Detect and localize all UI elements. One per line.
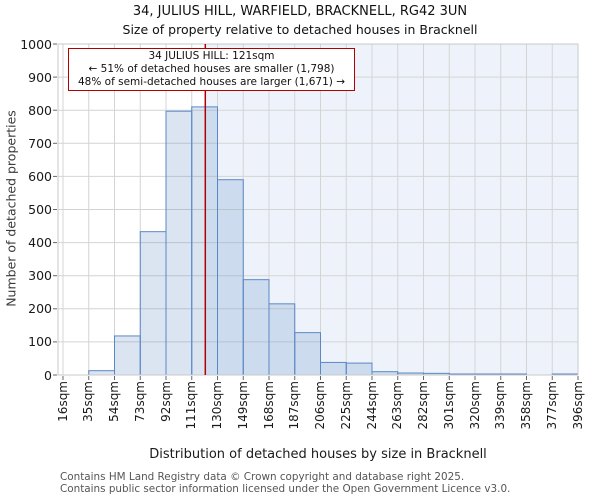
histogram-bar (88, 370, 115, 376)
y-tick-label: 500 (28, 202, 52, 217)
annotation-property-label: 34 JULIUS HILL: 121sqm (148, 50, 275, 62)
histogram-bar (114, 335, 141, 376)
y-tick-label: 800 (28, 102, 52, 118)
histogram-bar (345, 362, 373, 376)
x-tick-label: 339sqm (493, 381, 508, 430)
y-tick-label: 100 (28, 334, 52, 350)
y-tick-label: 900 (28, 69, 52, 85)
x-tick-label: 168sqm (261, 381, 276, 430)
x-tick-label: 111sqm (184, 381, 199, 430)
x-tick-label: 396sqm (570, 381, 585, 430)
x-tick-label: 244sqm (364, 381, 379, 430)
y-tick-label: 300 (28, 268, 52, 284)
y-tick-label: 400 (28, 235, 52, 251)
histogram-bar (242, 279, 270, 376)
histogram-bar (217, 179, 244, 376)
histogram-bar (139, 231, 167, 376)
y-tick-label: 600 (28, 168, 52, 184)
chart-title: 34, JULIUS HILL, WARFIELD, BRACKNELL, RG… (132, 4, 468, 19)
x-tick-label: 206sqm (313, 381, 327, 430)
histogram-bar (268, 303, 296, 376)
x-tick-label: 54sqm (107, 381, 121, 422)
annotation-larger-text: 48% of semi-detached houses are larger (… (77, 75, 345, 88)
x-tick-label: 225sqm (338, 381, 353, 430)
plot-border (57, 43, 579, 376)
footer-line-2: Contains public sector information licen… (60, 482, 511, 495)
x-tick-label: 301sqm (441, 381, 456, 430)
y-tick-label: 700 (28, 135, 52, 151)
histogram-bar (165, 110, 193, 376)
x-tick-label: 320sqm (467, 381, 482, 430)
x-tick-label: 282sqm (416, 381, 430, 430)
x-tick-label: 187sqm (287, 381, 302, 430)
footer-line-1: Contains HM Land Registry data © Crown c… (60, 471, 465, 483)
x-tick-label: 358sqm (519, 381, 533, 430)
annotation-smaller-text: ← 51% of detached houses are smaller (1,… (88, 62, 335, 75)
x-tick-label: 73sqm (132, 381, 147, 422)
y-tick-label: 1000 (20, 36, 52, 52)
x-tick-label: 16sqm (55, 381, 70, 422)
x-tick-label: 130sqm (210, 381, 224, 430)
x-tick-label: 92sqm (158, 381, 173, 422)
histogram-bar (320, 361, 347, 376)
x-tick-label: 35sqm (81, 381, 96, 422)
x-axis-title: Distribution of detached houses by size … (149, 447, 487, 462)
annotation-box: 34 JULIUS HILL: 121sqm ← 51% of detached… (68, 48, 355, 92)
y-tick-label: 200 (28, 301, 52, 317)
x-tick-label: 377sqm (544, 381, 559, 430)
histogram-bar (294, 332, 321, 376)
chart-subtitle: Size of property relative to detached ho… (122, 22, 478, 37)
footer: Contains HM Land Registry data © Crown c… (60, 471, 600, 495)
x-tick-label: 149sqm (235, 381, 250, 430)
x-tick-label: 263sqm (390, 381, 405, 430)
y-tick-label: 0 (44, 367, 52, 383)
